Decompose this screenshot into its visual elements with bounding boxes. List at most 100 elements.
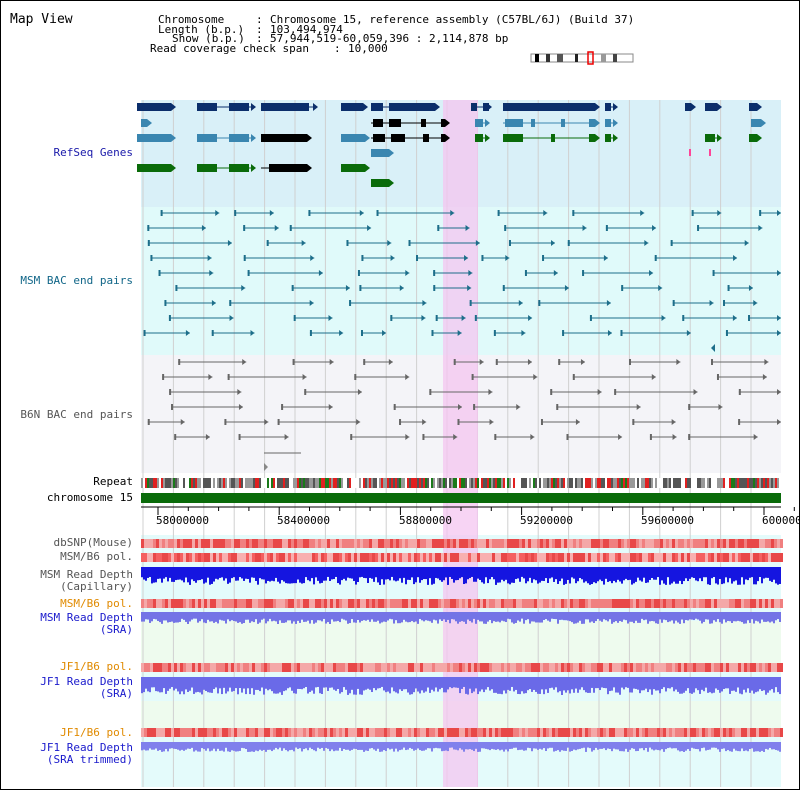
read-depth-bar [241,677,243,693]
read-depth-bar [613,567,615,581]
polymorphism-cell [411,728,414,737]
read-depth-bar [149,742,151,749]
read-depth-bar [517,677,519,694]
read-depth-bar [583,567,585,583]
gene-strand-arrow [171,103,176,111]
repeat-segment [625,478,627,488]
track-label-repeat[interactable]: Repeat [93,475,133,488]
bac-end [350,434,353,440]
polymorphism-cell [621,663,624,672]
repeat-segment [617,478,619,488]
track-label-msm-pol-sra[interactable]: MSM/B6 pol. [60,597,133,610]
read-depth-bar [563,742,565,751]
read-depth-bar [465,742,467,750]
read-depth-bar [643,612,645,621]
gene-exon [229,103,249,111]
repeat-segment [271,478,273,488]
read-depth-bar [573,567,575,579]
polymorphism-cell [153,663,156,672]
polymorphism-cell [390,553,393,562]
repeat-segment [207,478,209,488]
track-label-msm-depth-capillary[interactable]: MSM Read Depth [40,568,133,581]
track-label-chromosome[interactable]: chromosome 15 [46,491,133,504]
read-depth-bar [517,612,519,621]
polymorphism-cell [762,728,765,737]
polymorphism-cell [432,599,435,608]
polymorphism-cell [264,539,267,548]
read-depth-bar [717,742,719,750]
track-label-jf1-pol[interactable]: JF1/B6 pol. [60,660,133,673]
polymorphism-cell [639,539,642,548]
polymorphism-cell [525,663,528,672]
polymorphism-cell [186,599,189,608]
read-depth-bar [445,742,447,751]
read-depth-bar [173,612,175,623]
polymorphism-cell [300,663,303,672]
read-depth-bar [651,677,653,695]
read-depth-bar [339,677,341,694]
polymorphism-cell [567,553,570,562]
read-depth-bar [169,677,171,689]
read-depth-bar [209,742,211,752]
polymorphism-cell [522,539,525,548]
track-label-jf1-pol-trimmed[interactable]: JF1/B6 pol. [60,726,133,739]
bac-end-arrow [489,419,494,425]
track-label-b6n-bac[interactable]: B6N BAC end pairs [20,408,133,421]
polymorphism-cell [303,728,306,737]
track-label-jf1-depth[interactable]: JF1 Read Depth [40,675,133,688]
track-label-refseq[interactable]: RefSeq Genes [53,146,133,159]
polymorphism-cell [225,599,228,608]
repeat-segment [353,478,355,488]
read-depth-bar [195,612,197,619]
track-label-dbsnp[interactable]: dbSNP(Mouse) [53,536,133,549]
read-depth-bar [587,742,589,748]
read-depth-bar [299,612,301,623]
read-depth-bar [429,677,431,693]
read-depth-bar [405,742,407,751]
polymorphism-cell [660,728,663,737]
polymorphism-cell [144,539,147,548]
bac-end [556,404,559,410]
track-label-msm-depth-sra-sub: (SRA) [99,623,133,636]
bac-end [550,389,553,395]
polymorphism-cell [738,553,741,562]
track-label-jf1-depth-trimmed[interactable]: JF1 Read Depth [40,741,133,754]
read-depth-bar [541,612,543,623]
polymorphism-cell [375,539,378,548]
bac-end [160,210,163,216]
read-depth-bar [669,742,671,748]
read-depth-bar [481,612,483,622]
read-depth-bar [229,567,231,583]
polymorphism-cell [468,728,471,737]
read-depth-bar [743,742,745,752]
read-depth-bar [713,742,715,748]
track-label-msm-bac[interactable]: MSM BAC end pairs [20,274,133,287]
read-depth-bar [311,612,313,621]
read-depth-bar [345,677,347,690]
read-depth-bar [601,612,603,622]
read-depth-bar [519,677,521,695]
polymorphism-cell [399,599,402,608]
polymorphism-cell [771,539,774,548]
polymorphism-cell [405,599,408,608]
read-depth-bar [363,567,365,578]
read-depth-bar [373,677,375,689]
read-depth-bar [351,567,353,579]
read-depth-bar [599,612,601,621]
track-label-msm-depth-sra[interactable]: MSM Read Depth [40,611,133,624]
track-label-msm-pol[interactable]: MSM/B6 pol. [60,550,133,563]
repeat-segment [309,478,311,488]
polymorphism-cell [411,599,414,608]
read-depth-bar [531,742,533,752]
polymorphism-cell [732,728,735,737]
read-depth-bar [361,742,363,750]
repeat-segment [585,478,587,488]
polymorphism-cell [378,728,381,737]
repeat-segment [345,478,347,488]
read-depth-bar [463,742,465,752]
repeat-segment [221,478,223,488]
polymorphism-cell [276,553,279,562]
read-depth-bar [765,677,767,695]
bac-end-arrow [597,389,602,395]
polymorphism-cell [330,539,333,548]
